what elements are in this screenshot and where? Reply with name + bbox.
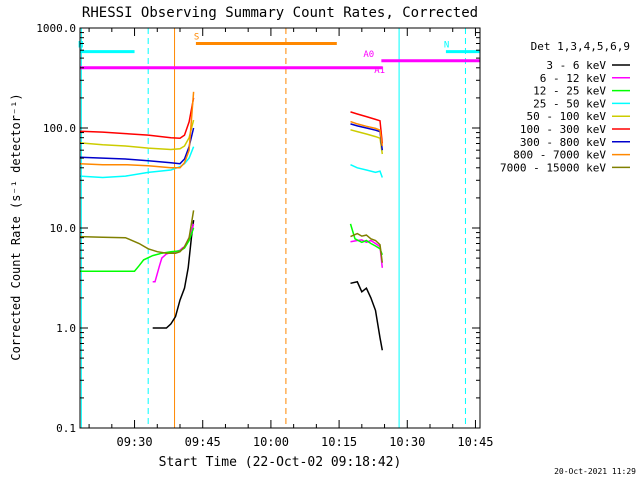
flag-label: S xyxy=(194,32,199,42)
x-axis-label: Start Time (22-Oct-02 09:18:42) xyxy=(159,455,402,470)
series-line xyxy=(79,97,195,139)
series-line xyxy=(79,210,195,254)
flag-label: A1 xyxy=(374,66,385,76)
y-axis-label: Corrected Count Rate (s⁻¹ detector⁻¹) xyxy=(9,93,23,360)
flag-label: A0 xyxy=(363,50,374,60)
y-tick-label: 100.0 xyxy=(43,122,76,135)
series-line xyxy=(350,120,384,147)
flag-label: N xyxy=(444,41,449,51)
y-tick-label: 1.0 xyxy=(56,322,76,335)
series-lines xyxy=(79,91,384,351)
x-tick-label: 10:30 xyxy=(389,435,425,449)
y-tick-label: 0.1 xyxy=(56,422,76,435)
series-line xyxy=(350,232,384,263)
plot-frame xyxy=(79,27,481,429)
timestamp: 20-Oct-2021 11:29 xyxy=(554,467,636,476)
chart-title: RHESSI Observing Summary Count Rates, Co… xyxy=(82,5,478,21)
series-line xyxy=(349,223,384,256)
x-tick-label: 09:30 xyxy=(116,435,152,449)
x-tick-label: 10:45 xyxy=(457,435,493,449)
legend-label: 300 - 800 keV xyxy=(520,136,606,149)
series-line xyxy=(350,111,384,144)
legend-label: 7000 - 15000 keV xyxy=(500,161,606,174)
legend-title: Det 1,3,4,5,6,9 xyxy=(531,40,630,53)
series-line xyxy=(350,164,384,178)
series-line xyxy=(79,119,195,151)
legend-label: 800 - 7000 keV xyxy=(513,149,606,162)
x-tick-label: 10:15 xyxy=(321,435,357,449)
x-tick-label: 09:45 xyxy=(185,435,221,449)
legend-label: 12 - 25 keV xyxy=(533,85,606,98)
series-line xyxy=(350,129,384,155)
flag-label: N xyxy=(78,41,83,51)
y-tick-label: 1000.0 xyxy=(36,22,76,35)
axes: 1000.0 100.0 10.0 1.0 0.1 09:30 09:45 10:00 10:1… xyxy=(36,22,493,449)
legend-label: 50 - 100 keV xyxy=(527,110,607,123)
x-tick-label: 10:00 xyxy=(253,435,289,449)
legend-label: 100 - 300 keV xyxy=(520,123,606,136)
series-line xyxy=(79,146,195,179)
legend-label: 6 - 12 keV xyxy=(540,72,607,85)
legend-label: 25 - 50 keV xyxy=(533,97,606,110)
series-line xyxy=(152,220,195,329)
series-line xyxy=(79,91,195,169)
vertical-markers xyxy=(80,28,466,428)
legend-label: 3 - 6 keV xyxy=(546,59,606,72)
series-line xyxy=(80,227,195,272)
y-tick-label: 10.0 xyxy=(50,222,77,235)
series-line xyxy=(79,127,195,165)
series-line xyxy=(350,280,384,351)
series-line xyxy=(350,239,384,268)
